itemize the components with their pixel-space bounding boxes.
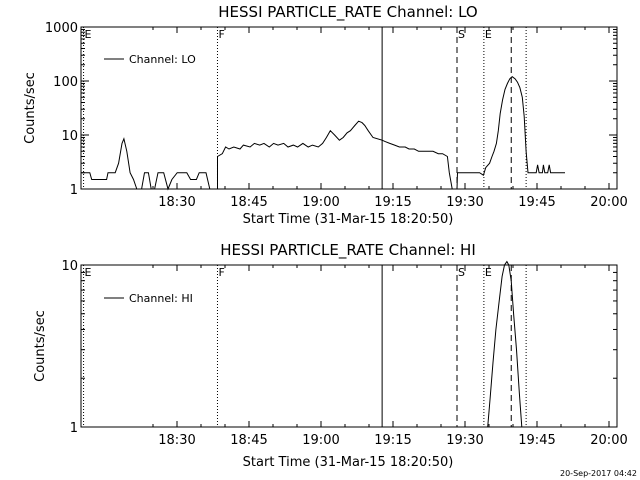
x-tick-label: 20:00 bbox=[590, 433, 627, 448]
x-tick-label: 19:30 bbox=[446, 433, 483, 448]
x-tick-label: 18:45 bbox=[230, 195, 267, 210]
marker-label: F bbox=[218, 266, 224, 279]
series-lo-line bbox=[81, 76, 565, 191]
panel-lo-xlabel: Start Time (31-Mar-15 18:20:50) bbox=[243, 212, 454, 227]
y-tick-label: 1 bbox=[70, 183, 78, 198]
legend-hi-label: Channel: HI bbox=[129, 292, 193, 305]
x-tick-label: 19:45 bbox=[518, 433, 555, 448]
footer-timestamp: 20-Sep-2017 04:42 bbox=[560, 469, 637, 478]
panel-lo: HESSI PARTICLE_RATE Channel: LO 18:30 18:… bbox=[23, 3, 628, 227]
x-tick-label: 19:15 bbox=[374, 433, 411, 448]
x-tick-label: 20:00 bbox=[590, 195, 627, 210]
x-tick-label: 19:45 bbox=[518, 195, 555, 210]
y-tick-label: 1 bbox=[70, 421, 78, 436]
panel-lo-frame bbox=[80, 26, 618, 190]
marker-label: S bbox=[458, 28, 465, 41]
x-tick-label: 19:00 bbox=[302, 195, 339, 210]
x-tick-label: 18:45 bbox=[230, 433, 267, 448]
panel-hi-ylabel: Counts/sec bbox=[33, 310, 48, 382]
x-tick-label: 19:00 bbox=[302, 433, 339, 448]
panel-lo-ylabel: Counts/sec bbox=[23, 72, 38, 144]
y-tick-label: 10 bbox=[61, 259, 78, 274]
panel-hi: HESSI PARTICLE_RATE Channel: HI 18:30 18:… bbox=[33, 241, 628, 470]
marker-label: E bbox=[85, 266, 92, 279]
panel-hi-frame bbox=[80, 264, 618, 428]
y-tick-label: 100 bbox=[53, 75, 78, 90]
legend-lo-label: Channel: LO bbox=[129, 53, 196, 66]
x-tick-label: 19:30 bbox=[446, 195, 483, 210]
panel-hi-xlabel: Start Time (31-Mar-15 18:20:50) bbox=[243, 455, 454, 470]
y-tick-label: 10 bbox=[61, 129, 78, 144]
marker-label: E bbox=[485, 266, 492, 279]
marker-label: S bbox=[458, 266, 465, 279]
marker-label: F bbox=[218, 28, 224, 41]
x-tick-label: 18:30 bbox=[158, 433, 195, 448]
marker-label: E bbox=[485, 28, 492, 41]
panel-hi-ticks: 18:30 18:45 19:00 19:15 19:30 19:45 20:00 1 10 bbox=[61, 259, 627, 448]
x-tick-label: 19:15 bbox=[374, 195, 411, 210]
panel-hi-title: HESSI PARTICLE_RATE Channel: HI bbox=[220, 241, 476, 260]
panel-lo-title: HESSI PARTICLE_RATE Channel: LO bbox=[218, 3, 477, 22]
x-tick-label: 18:30 bbox=[158, 195, 195, 210]
panel-lo-ticks: 18:30 18:45 19:00 19:15 19:30 19:45 20:00 1 10 10… bbox=[45, 21, 628, 210]
series-hi-line bbox=[485, 260, 523, 428]
y-tick-label: 1000 bbox=[45, 21, 78, 36]
marker-label: E bbox=[85, 28, 92, 41]
